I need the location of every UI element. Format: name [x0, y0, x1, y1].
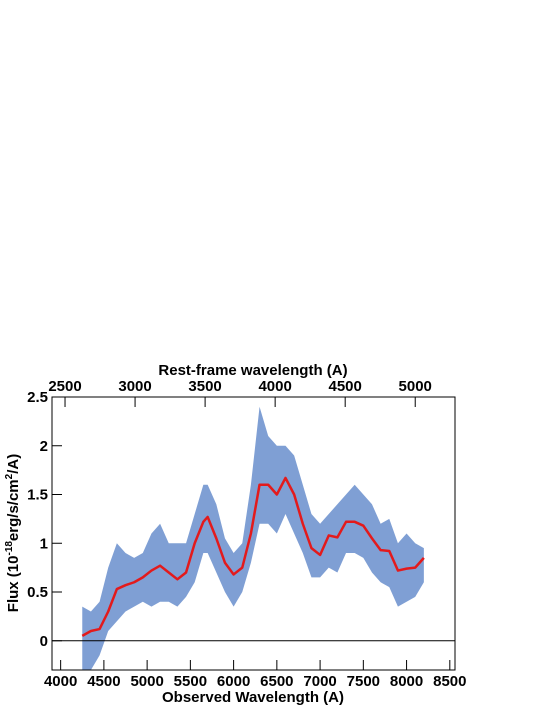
y-title-part: Flux (10	[5, 556, 22, 613]
x-tick-label: 8500	[433, 673, 466, 690]
y-axis-title: Flux (10-18erg/s/cm2/A)	[4, 454, 22, 612]
plot-frame	[51, 396, 456, 671]
x-tick-label: 7000	[303, 673, 336, 690]
noise-band	[82, 406, 424, 670]
y-title-part: /A)	[5, 454, 22, 474]
x-tick-label: 7500	[347, 673, 380, 690]
top-tick-label: 3500	[188, 378, 221, 395]
x-tick-label: 6500	[260, 673, 293, 690]
top-axis-title: Rest-frame wavelength (A)	[158, 362, 347, 379]
y-title-part: -18	[4, 541, 15, 556]
smoothed-line	[81, 476, 425, 637]
x-tick-label: 6000	[217, 673, 250, 690]
y-title-part: 2	[4, 473, 15, 479]
x-tick-label: 8000	[390, 673, 423, 690]
top-tick-label: 2500	[48, 378, 81, 395]
y-title-part: erg/s/cm	[5, 479, 22, 541]
x-tick-label: 5000	[130, 673, 163, 690]
top-tick-label: 4000	[258, 378, 291, 395]
top-tick-label: 5000	[399, 378, 432, 395]
top-tick-label: 4500	[328, 378, 361, 395]
y-tick-label: 1	[40, 535, 48, 552]
y-tick-label: 2	[40, 438, 48, 455]
y-tick-label: 0	[40, 633, 48, 650]
x-tick-label: 4000	[44, 673, 77, 690]
y-tick-label: 1.5	[27, 487, 48, 504]
y-tick-label: 2.5	[27, 389, 48, 406]
x-axis-title: Observed Wavelength (A)	[162, 689, 344, 705]
y-tick-label: 0.5	[27, 584, 48, 601]
x-tick-label: 4500	[87, 673, 120, 690]
x-tick-label: 5500	[174, 673, 207, 690]
top-tick-label: 3000	[118, 378, 151, 395]
